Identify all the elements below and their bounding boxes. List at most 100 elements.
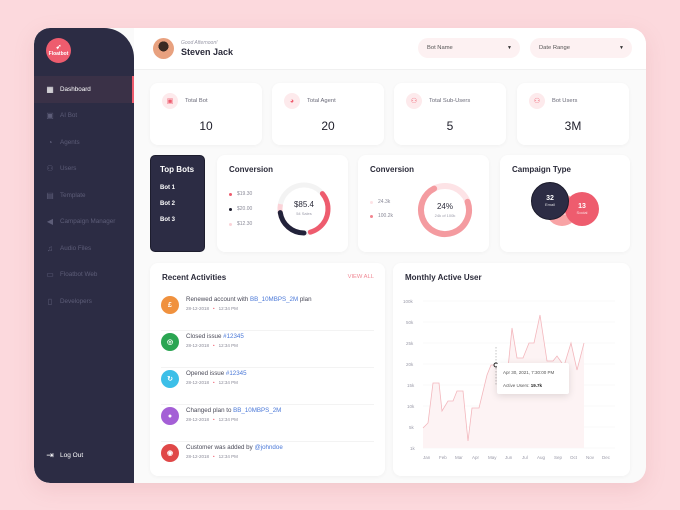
- svg-text:Jan: Jan: [423, 455, 431, 460]
- svg-text:Sep: Sep: [554, 455, 563, 460]
- logout-icon: ⇥: [46, 449, 54, 460]
- pound-icon: £: [161, 296, 179, 314]
- svg-text:Apr: Apr: [472, 455, 480, 460]
- mobile-icon: ▯: [47, 296, 53, 306]
- svg-text:1k: 1k: [410, 446, 416, 451]
- svg-text:Dec: Dec: [602, 455, 611, 460]
- refresh-icon: ↻: [161, 370, 179, 388]
- sidebar-nav: ▦ Dashboard ▣ AI Bot ◔ Agents ⚇ Users ▤ …: [34, 76, 134, 315]
- agent-icon: ◔: [47, 137, 53, 147]
- legend-dot: [229, 207, 232, 211]
- activity-item: ◉ Customer was added by @johndoe 28-12-2…: [161, 442, 374, 479]
- activity-link[interactable]: @johndoe: [254, 444, 283, 451]
- robot-icon: ▣: [46, 111, 54, 121]
- svg-text:25k: 25k: [406, 341, 414, 346]
- users-icon: ⚇: [406, 93, 422, 109]
- sidebar-item-users[interactable]: ⚇ Users: [46, 164, 77, 174]
- avatar[interactable]: [153, 38, 174, 59]
- users-icon: ⚇: [529, 93, 545, 109]
- legend-dot: [370, 200, 373, 204]
- legend-item: $12.30: [229, 221, 252, 227]
- conversion-card-sales: Conversion $19.30 $20.00 $12.30 $85.4 54…: [217, 155, 348, 252]
- donut-chart-users: [418, 183, 472, 237]
- robot-icon: ▣: [162, 93, 178, 109]
- megaphone-icon: ◀: [46, 217, 54, 227]
- activity-item: ◎ Closed issue #12345 28-12-2018 • 12:34 P…: [161, 331, 374, 368]
- svg-text:100k: 100k: [403, 299, 414, 304]
- bird-icon: ➶: [55, 44, 62, 51]
- monitor-icon: ▭: [46, 270, 54, 280]
- activity-link[interactable]: BB_10MBPS_2M: [233, 407, 282, 414]
- legend-dot: [370, 214, 373, 218]
- svg-text:20k: 20k: [406, 362, 414, 367]
- grid-icon: ▦: [46, 84, 54, 94]
- date-range-select[interactable]: Date Range ▼: [530, 38, 632, 58]
- caret-down-icon: ▼: [619, 45, 624, 51]
- chart-tooltip: Apr 30, 2021, 7:30:00 PM Active Users: 1…: [497, 363, 569, 394]
- top-bot-item[interactable]: Bot 2: [160, 201, 175, 207]
- svg-text:May: May: [488, 455, 497, 460]
- sidebar-item-agents[interactable]: ◔ Agents: [47, 137, 80, 147]
- activity-link[interactable]: BB_10MBPS_2M: [249, 296, 299, 303]
- sidebar-item-ai-bot[interactable]: ▣ AI Bot: [46, 111, 78, 121]
- bubble-social[interactable]: 13 Social: [565, 192, 599, 226]
- sidebar-item-floatbot-web[interactable]: ▭ Floatbot Web: [46, 270, 98, 280]
- legend-dot: [229, 222, 232, 226]
- svg-text:5k: 5k: [409, 425, 415, 430]
- activity-item: ↻ Opened issue #12345 28-12-2018 • 12:34 P…: [161, 368, 374, 405]
- svg-text:Jul: Jul: [522, 455, 528, 460]
- stat-card-total-agent: ◕ Total Agent 20: [272, 83, 384, 145]
- stat-card-bot-users: ⚇ Bot Users 3M: [517, 83, 629, 145]
- svg-text:Nov: Nov: [586, 455, 595, 460]
- svg-text:50k: 50k: [406, 320, 414, 325]
- top-bot-item[interactable]: Bot 1: [160, 185, 175, 191]
- music-note-icon: ♫: [47, 243, 53, 253]
- sidebar-item-template[interactable]: ▤ Template: [46, 190, 86, 200]
- svg-text:10k: 10k: [407, 404, 415, 409]
- svg-text:15k: 15k: [407, 383, 415, 388]
- users-icon: ⚇: [46, 164, 54, 174]
- template-icon: ▤: [46, 190, 54, 200]
- top-bots-card: Top Bots Bot 1 Bot 2 Bot 3: [150, 155, 205, 252]
- stat-card-total-bot: ▣ Total Bot 10: [150, 83, 262, 145]
- sidebar-item-developers[interactable]: ▯ Developers: [47, 296, 92, 306]
- sidebar-item-audio-files[interactable]: ♫ Audio Files: [47, 243, 92, 253]
- legend-dot: [229, 192, 232, 196]
- agent-icon: ◕: [284, 93, 300, 109]
- recent-activities-card: Recent Activities VIEW ALL £ Renewed acc…: [150, 263, 385, 476]
- legend-item: $19.30: [229, 191, 252, 197]
- sidebar-item-dashboard[interactable]: ▦ Dashboard: [34, 76, 134, 103]
- campaign-type-card: Campaign Type 24 Display 13 Social 32 Em…: [500, 155, 630, 252]
- svg-text:Oct: Oct: [570, 455, 578, 460]
- activity-item: £ Renewed account with BB_10MBPS_2M plan…: [161, 294, 374, 331]
- svg-text:Aug: Aug: [537, 455, 546, 460]
- activity-link[interactable]: #12345: [223, 333, 244, 340]
- legend-item: $20.00: [229, 206, 252, 212]
- caret-down-icon: ▼: [507, 45, 512, 51]
- greeting-text: Good Afternoon!: [181, 40, 218, 46]
- logout-button[interactable]: ⇥ Log Out: [46, 449, 84, 460]
- stat-card-total-sub-users: ⚇ Total Sub-Users 5: [394, 83, 506, 145]
- bot-name-select[interactable]: Bot Name ▼: [418, 38, 520, 58]
- bubble-email[interactable]: 32 Email: [531, 182, 569, 220]
- top-bot-item[interactable]: Bot 3: [160, 217, 175, 223]
- svg-text:Mar: Mar: [455, 455, 463, 460]
- monthly-active-user-card: Monthly Active User 100k 50k 25k 20k 15k…: [393, 263, 630, 476]
- header: Good Afternoon! Steven Jack Bot Name ▼ D…: [134, 28, 646, 70]
- legend-item: 24.3k: [370, 199, 390, 205]
- activity-item: ● Changed plan to BB_10MBPS_2M 28-12-201…: [161, 405, 374, 442]
- floatbot-logo[interactable]: ➶ Floatbot: [46, 38, 71, 63]
- app-window: ➶ Floatbot ▦ Dashboard ▣ AI Bot ◔ Agents…: [34, 28, 646, 483]
- target-icon: ◎: [161, 333, 179, 351]
- legend-item: 100.2k: [370, 213, 393, 219]
- view-all-link[interactable]: VIEW ALL: [347, 274, 374, 280]
- svg-text:Feb: Feb: [439, 455, 447, 460]
- bulb-icon: ●: [161, 407, 179, 425]
- donut-chart-sales: [277, 182, 331, 236]
- svg-text:Jun: Jun: [505, 455, 513, 460]
- chat-icon: ◉: [161, 444, 179, 462]
- sidebar-item-campaign-manager[interactable]: ◀ Campaign Manager: [46, 217, 116, 227]
- activity-link[interactable]: #12345: [225, 370, 247, 377]
- conversion-card-users: Conversion 24.3k 100.2k 24% 24k of 100k: [358, 155, 489, 252]
- username: Steven Jack: [181, 47, 234, 57]
